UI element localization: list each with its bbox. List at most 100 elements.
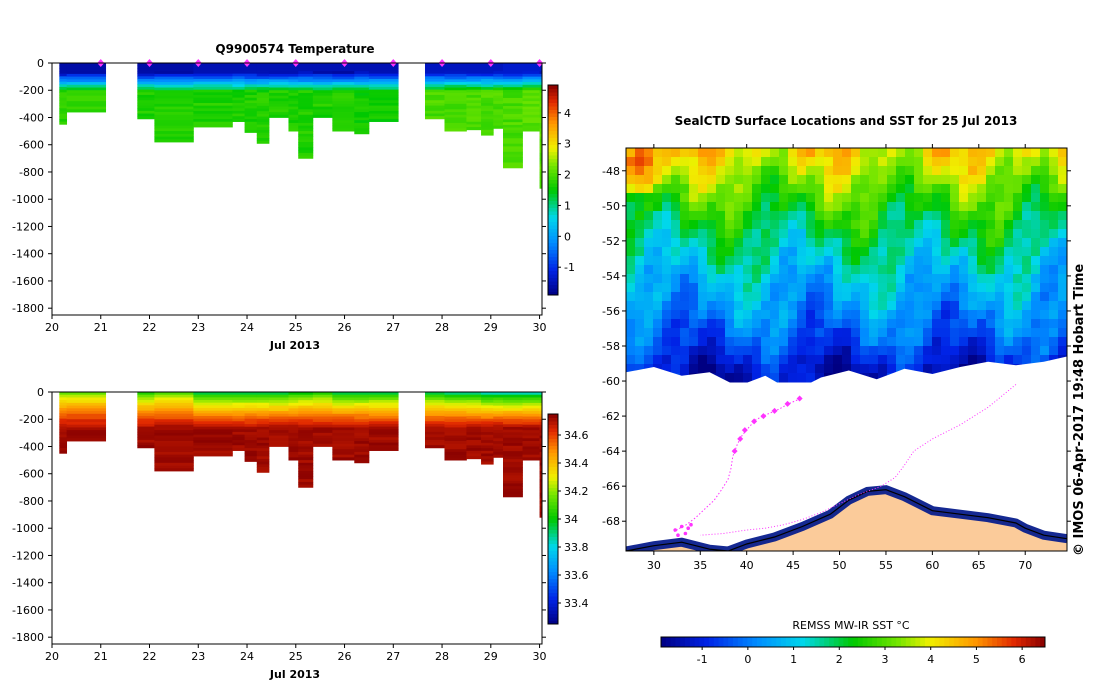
section-cell [256,121,270,126]
section-cell [244,68,258,72]
sst-cell [1022,292,1032,302]
y-tick-label: -800 [19,166,44,179]
sst-cell [1040,265,1050,275]
sst-cell [869,157,879,167]
sst-cell [1013,148,1023,158]
sst-cell [734,148,744,158]
section-cell [154,71,194,75]
section-cell [288,413,299,417]
section-cell [444,397,467,401]
section-cell [503,165,523,169]
section-cell [244,450,258,454]
sst-cell [905,283,915,293]
sst-cell [923,184,933,194]
section-cell [298,421,314,426]
colorbar-swatch [1001,637,1008,647]
section-cell [424,76,445,80]
section-cell [539,90,542,94]
sst-cell [851,355,861,365]
section-cell [522,84,540,88]
section-cell [493,109,504,113]
section-cell [354,438,370,442]
sst-cell [986,319,996,329]
sst-cell [1049,238,1059,248]
sst-cell [851,310,861,320]
sst-cell [842,355,852,365]
section-cell [444,435,467,439]
section-cell [466,400,482,404]
sst-cell [653,346,663,356]
section-cell [232,397,245,401]
section-cell [539,98,542,102]
section-cell [522,451,540,456]
sst-cell [851,274,861,284]
sst-cell [716,247,726,257]
sst-cell [959,211,969,221]
sst-cell [815,175,825,185]
sst-cell [869,346,879,356]
sst-cell [914,211,924,221]
sst-cell [653,184,663,194]
section-cell [481,127,494,131]
sst-cell [950,148,960,158]
sst-cell [959,292,969,302]
colorbar-tick-label: -1 [564,261,575,274]
x-tick-label: 30 [533,321,547,334]
sst-cell [743,301,753,311]
section-cell [232,434,245,438]
section-cell [493,103,504,107]
section-cell [256,65,270,69]
colorbar-swatch [548,494,558,499]
sst-cell [689,337,699,347]
section-cell [466,71,482,75]
section-cell [59,110,68,115]
section-cell [268,419,289,423]
sst-cell [752,193,762,203]
sst-cell [698,355,708,365]
section-cell [137,105,155,109]
sst-cell [878,337,888,347]
sst-cell [761,148,771,158]
section-cell [493,114,504,118]
section-cell [503,472,523,476]
sst-cell [950,193,960,203]
sst-cell [986,292,996,302]
section-cell [539,84,542,88]
sst-cell [842,364,852,374]
section-cell [66,402,107,407]
section-cell [503,464,523,468]
sst-cell [1031,193,1041,203]
sst-cell [1058,211,1067,221]
section-cell [59,71,68,75]
section-cell [232,399,245,404]
section-cell [522,106,540,110]
sst-cell [914,220,924,230]
x-tick-label: 29 [484,321,498,334]
section-cell [298,71,314,75]
section-cell [288,427,299,431]
section-cell [59,116,68,120]
section-cell [268,424,289,428]
sst-cell [932,220,942,230]
sst-cell [932,229,942,239]
colorbar-swatch [1025,637,1032,647]
colorbar-swatch [997,637,1003,647]
section-cell [424,437,445,441]
sst-cell [905,355,915,365]
x-tick-label: 24 [240,650,254,663]
y-tick-label: -1200 [12,549,44,562]
sst-cell [896,310,906,320]
section-cell [493,424,504,428]
sst-cell [734,319,744,329]
colorbar-swatch [548,148,558,152]
colorbar-swatch [548,473,558,478]
sst-cell [752,184,762,194]
section-cell [503,103,523,107]
colorbar-swatch [781,637,787,647]
colorbar-swatch [548,228,558,233]
colorbar-swatch [548,606,558,611]
section-cell [522,443,540,447]
colorbar-swatch [548,529,558,534]
section-cell [539,139,542,143]
section-cell [59,81,68,85]
